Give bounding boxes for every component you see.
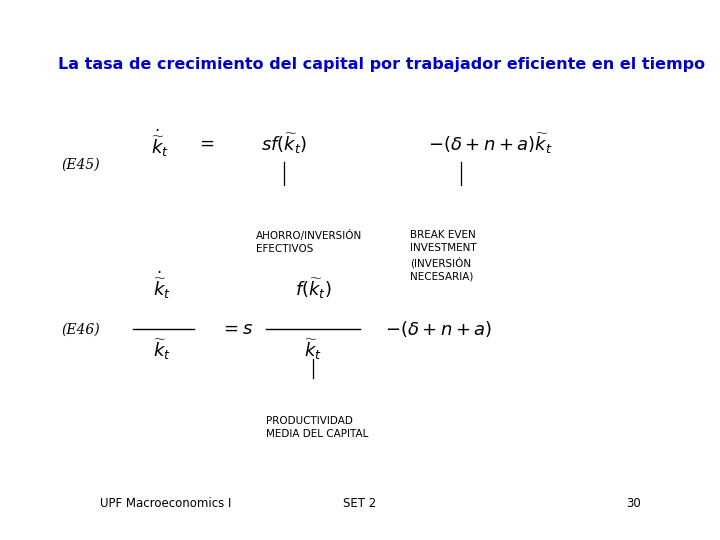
Text: AHORRO/INVERSIÓN
EFECTIVOS: AHORRO/INVERSIÓN EFECTIVOS	[256, 230, 362, 254]
Text: $f(\widetilde{k}_t)$: $f(\widetilde{k}_t)$	[294, 276, 332, 301]
Text: $\dot{\widetilde{k}}_t$: $\dot{\widetilde{k}}_t$	[151, 127, 169, 159]
Text: $=$: $=$	[196, 134, 215, 152]
Text: $-(\delta + n + a)\widetilde{k}_t$: $-(\delta + n + a)\widetilde{k}_t$	[428, 131, 553, 156]
Text: (E45): (E45)	[61, 158, 100, 172]
Text: $\dot{\widetilde{k}}_t$: $\dot{\widetilde{k}}_t$	[153, 270, 171, 301]
Text: La tasa de crecimiento del capital por trabajador eficiente en el tiempo: La tasa de crecimiento del capital por t…	[58, 57, 705, 72]
Text: $\widetilde{k}_t$: $\widetilde{k}_t$	[153, 338, 171, 362]
Text: UPF Macroeconomics I: UPF Macroeconomics I	[100, 497, 231, 510]
Text: $\widetilde{k}_t$: $\widetilde{k}_t$	[305, 338, 322, 362]
Text: SET 2: SET 2	[343, 497, 377, 510]
Text: PRODUCTIVIDAD
MEDIA DEL CAPITAL: PRODUCTIVIDAD MEDIA DEL CAPITAL	[266, 416, 369, 439]
Text: 30: 30	[626, 497, 641, 510]
Text: $= s$: $= s$	[220, 320, 253, 339]
Text: (E46): (E46)	[61, 322, 100, 336]
Text: $-(\delta + n + a)$: $-(\delta + n + a)$	[385, 319, 492, 340]
Text: $sf(\widetilde{k}_t)$: $sf(\widetilde{k}_t)$	[261, 131, 307, 156]
Text: BREAK EVEN
INVESTMENT
(INVERSIÓN
NECESARIA): BREAK EVEN INVESTMENT (INVERSIÓN NECESAR…	[410, 230, 477, 281]
